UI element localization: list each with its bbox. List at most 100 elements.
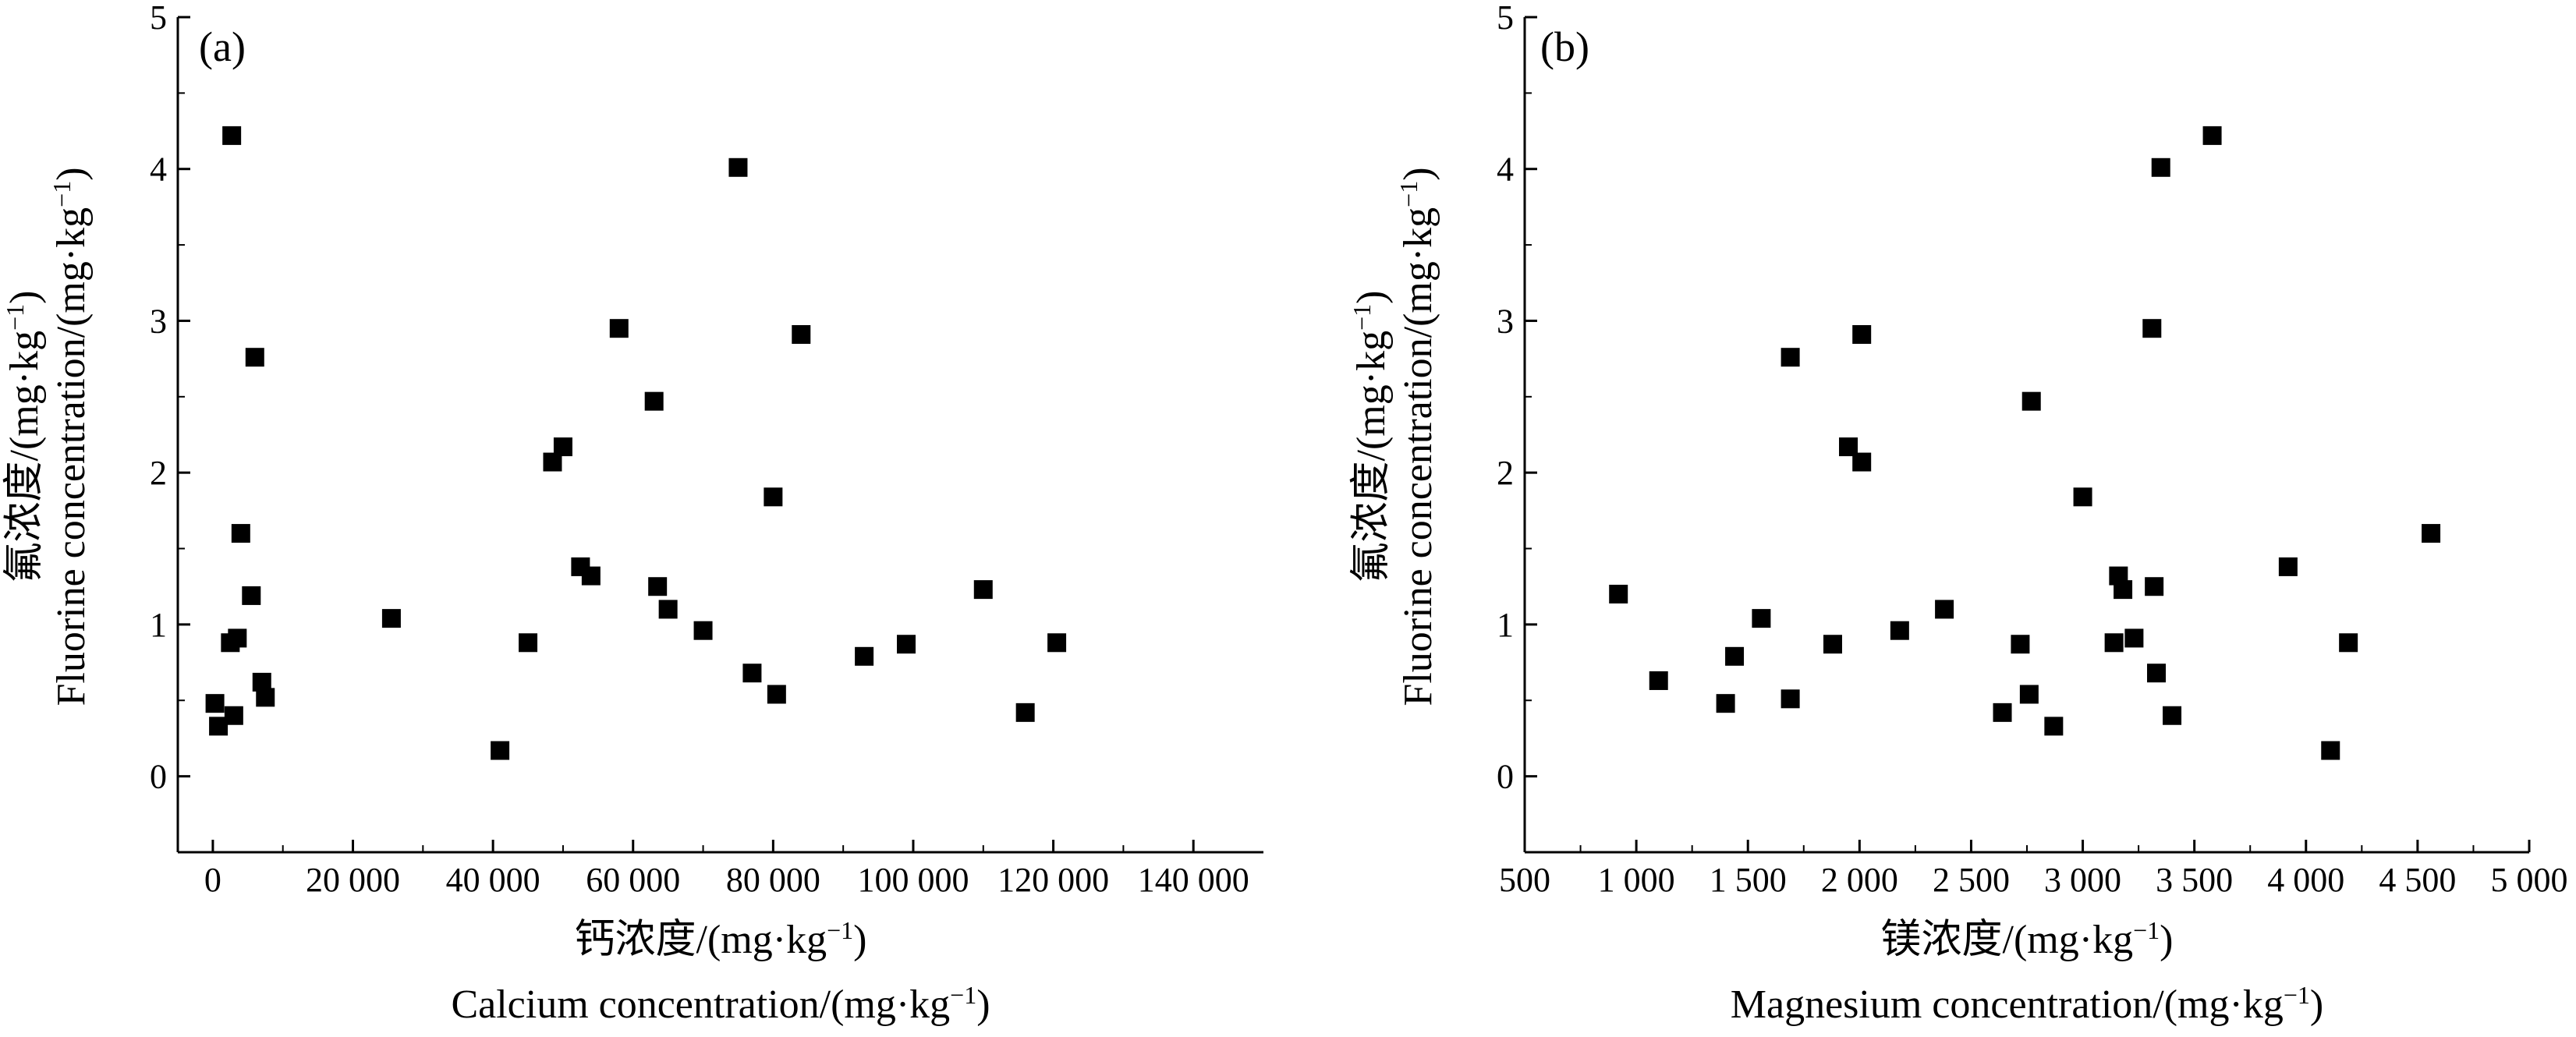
data-point: [792, 324, 811, 344]
data-point: [648, 577, 668, 596]
data-point: [222, 126, 242, 145]
data-point: [644, 391, 664, 411]
y-tick-label: 2: [1497, 454, 1514, 492]
y-tick-label: 2: [150, 454, 167, 492]
data-point: [2147, 664, 2167, 683]
scatter-panel-b: 0 1 2 3 4 5 500 1 000 1 500 2 000 2 500 3 000 3 500 4…: [1348, 0, 2568, 1027]
y-axis-title-cn: 氟浓度/(mg·kg−1): [1, 291, 48, 583]
x-tick-label: 100 000: [857, 861, 969, 899]
y-tick-label: 3: [150, 302, 167, 340]
x-tick-label: 80 000: [726, 861, 820, 899]
x-tick-label: 5 000: [2491, 861, 2568, 899]
x-axis-title-cn: 钙浓度/(mg·kg−1): [575, 916, 867, 963]
data-point: [1781, 348, 1800, 367]
data-point: [1725, 646, 1745, 666]
data-point: [2044, 717, 2064, 736]
x-tick-label: 4 000: [2267, 861, 2344, 899]
panel-label: (a): [199, 23, 246, 70]
data-point: [609, 319, 629, 338]
data-point: [973, 580, 993, 600]
data-point: [742, 664, 762, 683]
x-tick-label: 2 000: [1821, 861, 1898, 899]
x-axis-title-cn: 镁浓度/(mg·kg−1): [1881, 916, 2174, 963]
x-tick-label: 500: [1499, 861, 1550, 899]
y-tick-label: 4: [150, 150, 167, 189]
y-tick-label: 5: [1497, 0, 1514, 37]
data-point: [1993, 703, 2012, 722]
y-tick-label: 4: [1497, 150, 1514, 189]
data-point: [2142, 319, 2162, 338]
data-point: [1852, 324, 1872, 344]
data-point: [224, 706, 243, 725]
x-tick-label: 60 000: [586, 861, 680, 899]
x-tick-label: 1 000: [1598, 861, 1675, 899]
data-point: [2073, 487, 2092, 507]
y-tick-label: 5: [150, 0, 167, 37]
data-point: [896, 635, 916, 654]
x-tick-label: 2 500: [1933, 861, 2010, 899]
data-point: [2124, 628, 2144, 648]
x-axis-title-en: Magnesium concentration/(mg·kg−1): [1731, 981, 2323, 1027]
data-point: [1015, 703, 1035, 722]
data-point: [1649, 671, 1668, 690]
data-point: [767, 685, 786, 704]
panel-label: (b): [1540, 23, 1589, 70]
x-tick-label: 3 500: [2156, 861, 2233, 899]
y-axis-title-cn: 氟浓度/(mg·kg−1): [1348, 291, 1394, 583]
scatter-panel-a: 0 1 2 3 4 5 0 20 000 40 000 60 000 80 000 100 000 12…: [1, 0, 1263, 1027]
data-point: [2202, 126, 2222, 145]
data-point: [1609, 584, 1628, 603]
data-point: [2145, 577, 2164, 596]
data-point: [2339, 633, 2358, 653]
data-point: [2011, 635, 2030, 654]
data-point: [381, 609, 401, 628]
data-point: [581, 566, 601, 586]
y-axis-title-en: Fluorine concentration/(mg·kg−1): [1394, 167, 1440, 706]
data-point: [519, 633, 538, 653]
y-tick-label: 3: [1497, 302, 1514, 340]
data-point: [1935, 600, 1954, 619]
data-point: [764, 487, 783, 507]
data-point: [242, 586, 261, 605]
y-tick-label: 0: [1497, 758, 1514, 796]
y-tick-label: 1: [150, 606, 167, 644]
x-tick-label: 20 000: [306, 861, 400, 899]
x-tick-label: 0: [204, 861, 221, 899]
data-point: [728, 157, 748, 177]
x-tick-label: 40 000: [446, 861, 540, 899]
x-axis-title-en: Calcium concentration/(mg·kg−1): [451, 981, 990, 1027]
data-point: [245, 348, 264, 367]
data-point: [205, 694, 225, 713]
data-point: [1781, 689, 1800, 709]
data-point: [231, 524, 250, 543]
data-point: [491, 741, 510, 760]
data-point: [553, 437, 572, 457]
data-point: [693, 621, 713, 640]
y-tick-label: 1: [1497, 606, 1514, 644]
x-tick-label: 140 000: [1138, 861, 1249, 899]
data-point: [1047, 633, 1067, 653]
data-point: [2422, 524, 2441, 543]
data-point: [2321, 741, 2340, 760]
data-point: [2021, 391, 2041, 411]
x-tick-label: 120 000: [997, 861, 1109, 899]
y-axis-title-en: Fluorine concentration/(mg·kg−1): [48, 167, 94, 706]
data-point: [855, 646, 874, 666]
data-point: [256, 688, 275, 707]
data-point: [2151, 157, 2170, 177]
data-point: [2278, 557, 2298, 576]
data-point: [1752, 609, 1771, 628]
y-tick-label: 0: [150, 758, 167, 796]
x-tick-label: 1 500: [1710, 861, 1787, 899]
data-point: [2163, 706, 2182, 725]
data-point: [228, 628, 247, 648]
data-point: [2114, 580, 2133, 600]
data-point: [2019, 685, 2039, 704]
data-point: [1890, 621, 1909, 640]
x-tick-label: 4 500: [2379, 861, 2456, 899]
data-point: [1716, 694, 1735, 713]
data-point: [2104, 633, 2124, 653]
data-point: [658, 600, 678, 619]
data-point: [1823, 635, 1842, 654]
